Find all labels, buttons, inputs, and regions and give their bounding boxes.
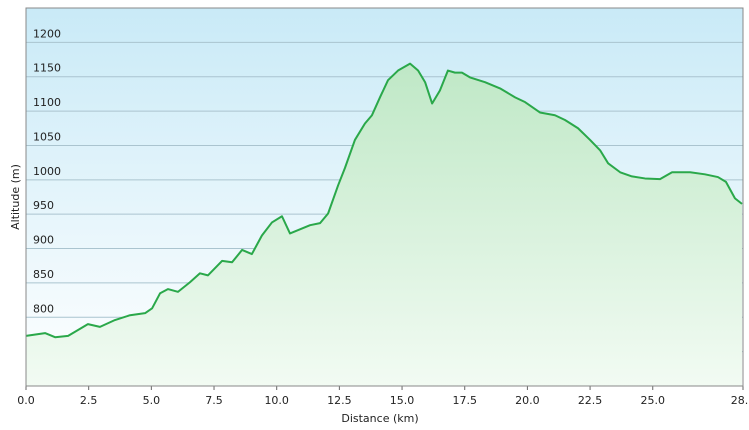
line: [25, 62, 743, 339]
x-tick-label: 22.5: [578, 394, 603, 407]
x-tick-label: 10.0: [264, 394, 289, 407]
y-tick-label: 1150: [33, 62, 61, 75]
area-fill: [26, 63, 742, 386]
y-tick-label: 900: [33, 234, 54, 247]
x-tick-label: 28.6: [731, 394, 749, 407]
x-tick-label: 15.0: [390, 394, 415, 407]
x-tick-label: 5.0: [143, 394, 161, 407]
plot-border: [25, 7, 744, 387]
x-axis-title: Distance (km): [341, 412, 418, 425]
y-tick-label: 1200: [33, 27, 61, 40]
y-axis-title: Altitude (m): [9, 164, 22, 230]
y-tick-label: 850: [33, 268, 54, 281]
y-tick-label: 950: [33, 199, 54, 212]
y-tick-label: 1050: [33, 130, 61, 143]
x-tick-label: 7.5: [205, 394, 223, 407]
x-tick-label: 17.5: [452, 394, 477, 407]
x-tick-label: 20.0: [515, 394, 540, 407]
y-tick-label: 1000: [33, 165, 61, 178]
y-tick-label: 800: [33, 302, 54, 315]
y-tick-label: 1100: [33, 96, 61, 109]
x-tick-label: 25.0: [640, 394, 665, 407]
x-tick-label: 0.0: [17, 394, 35, 407]
x-tick-label: 2.5: [80, 394, 98, 407]
x-tick-label: 12.5: [327, 394, 352, 407]
